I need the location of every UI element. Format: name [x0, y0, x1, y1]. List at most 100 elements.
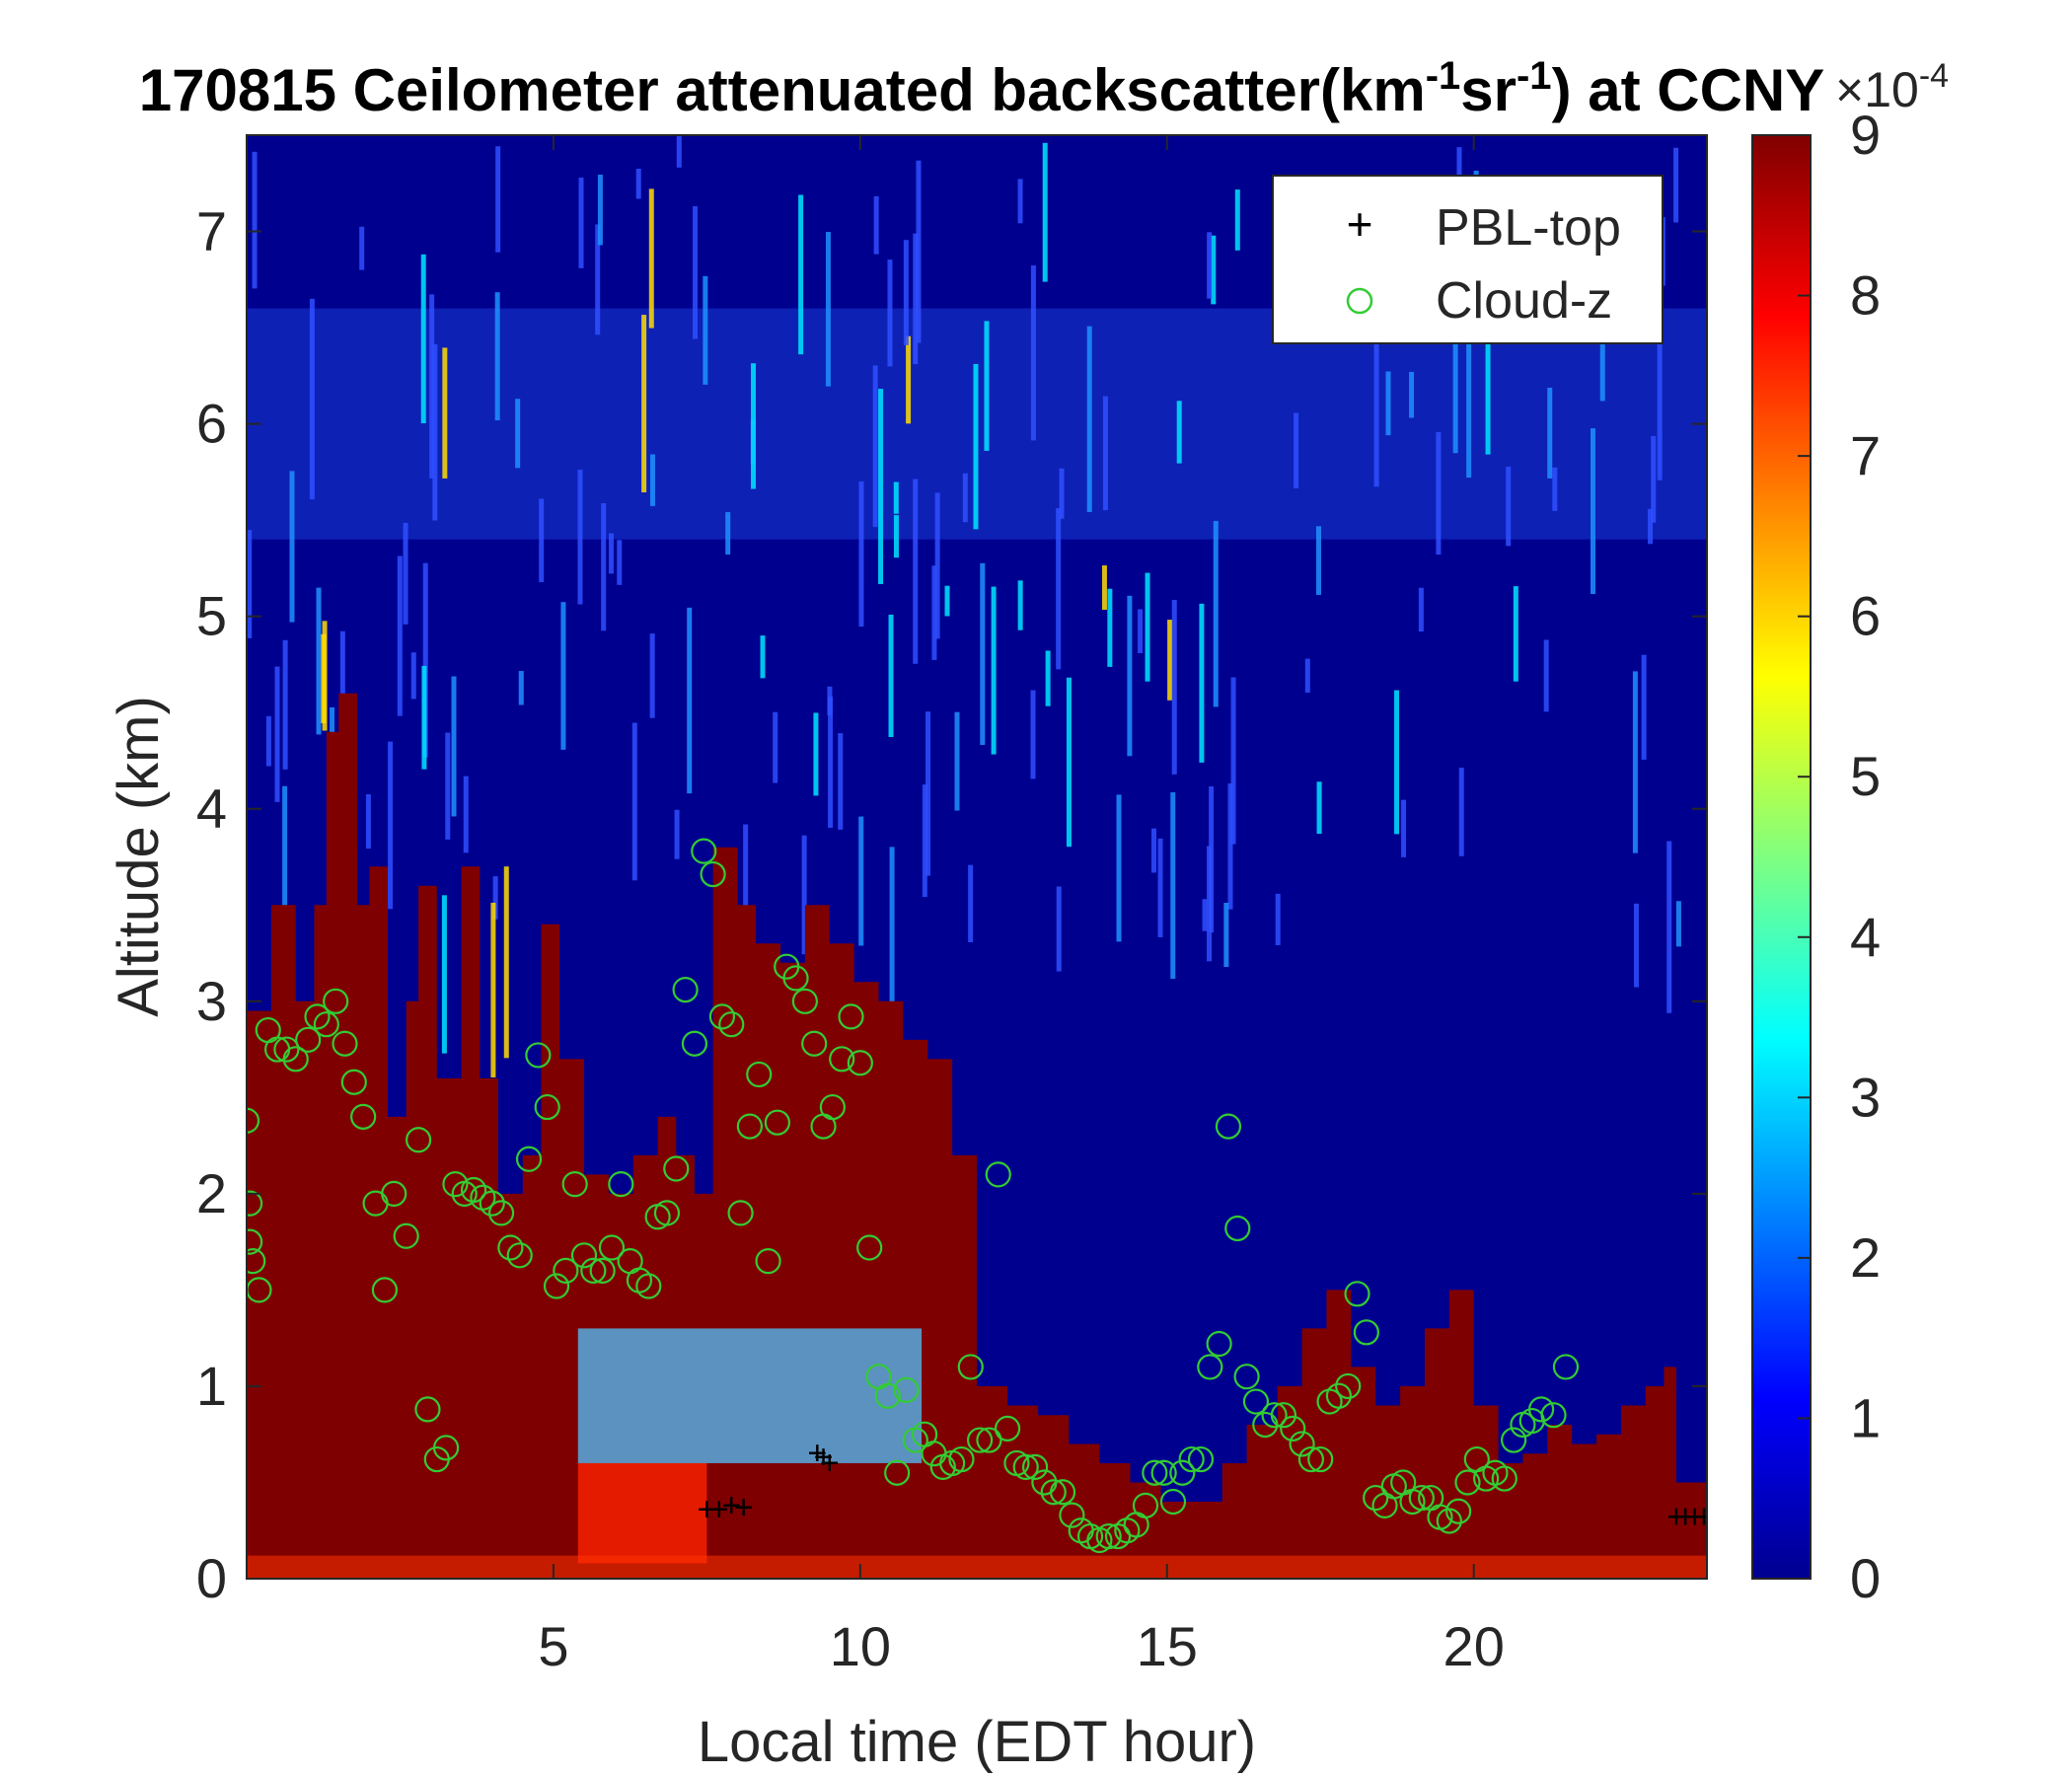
aerosol-streak	[1401, 799, 1407, 857]
colorbar-tick-label: 4	[1850, 906, 1881, 968]
aerosol-streak	[1651, 435, 1657, 523]
aerosol-streak	[893, 481, 899, 514]
aerosol-streak	[889, 847, 895, 1045]
aerosol-streak	[1394, 690, 1400, 835]
cloud-z-point	[1353, 1319, 1379, 1346]
aerosol-streak	[1409, 371, 1415, 418]
aerosol-streak	[962, 473, 968, 523]
colorbar-tick-label: 6	[1850, 585, 1881, 647]
aerosol-streak	[445, 732, 451, 840]
colorbar-exponent-label: ×10-4	[1835, 57, 1949, 117]
aerosol-streak	[309, 298, 315, 500]
cloud-z-point	[1012, 1453, 1039, 1480]
y-tick-label: 6	[196, 393, 227, 455]
aerosol-streak	[906, 335, 912, 424]
chart-title: 170815 Ceilometer attenuated backscatter…	[139, 54, 1825, 123]
cloud-z-point	[340, 1069, 367, 1095]
aerosol-streak	[1066, 677, 1072, 848]
aerosol-streak	[925, 711, 931, 876]
aerosol-streak	[1466, 330, 1472, 479]
aerosol-streak	[1042, 142, 1048, 282]
cloud-z-point	[681, 1030, 708, 1057]
cloud-z-point	[884, 1459, 911, 1486]
aerosol-streak	[872, 365, 878, 528]
aerosol-streak	[913, 233, 919, 365]
aerosol-streak	[422, 562, 428, 758]
aerosol-streak	[954, 711, 960, 811]
aerosol-streak	[1102, 396, 1108, 511]
aerosol-streak	[984, 321, 990, 451]
aerosol-streak	[421, 665, 427, 770]
aerosol-streak	[601, 503, 607, 631]
cloud-z-point	[1132, 1492, 1159, 1518]
cloud-z-point	[570, 1242, 598, 1269]
cloud-z-point	[1540, 1402, 1567, 1429]
cloud-z-point	[247, 1248, 266, 1275]
cloud-z-point	[515, 1146, 543, 1172]
aerosol-streak	[365, 794, 371, 850]
aerosol-streak	[1418, 587, 1424, 632]
cloud-z-point	[1224, 1215, 1251, 1242]
y-axis-label: Altitude (km)	[107, 696, 171, 1017]
aerosol-streak	[388, 741, 394, 910]
aerosol-streak	[608, 533, 614, 574]
x-tick-label: 15	[1137, 1615, 1198, 1677]
cloud-z-point	[247, 1107, 260, 1134]
surface-layer-highlight	[247, 1555, 1707, 1579]
aerosol-streak	[397, 555, 403, 716]
aerosol-streak	[1641, 654, 1647, 760]
colorbar-gradient	[1751, 134, 1812, 1580]
y-axis: 0 1 2 3 4 5 6 7	[196, 200, 1707, 1609]
cloud-z-point	[589, 1257, 616, 1284]
cloud-z-point	[829, 1046, 855, 1073]
cloud-z-point	[598, 1234, 626, 1261]
aerosol-streak	[492, 876, 498, 920]
aerosol-streak	[1138, 609, 1144, 653]
aerosol-streak	[441, 895, 447, 1054]
cloud-z-point	[1552, 1354, 1580, 1380]
plot-frame	[246, 134, 1708, 1580]
aerosol-streak	[282, 639, 288, 770]
aerosol-streak	[878, 389, 884, 585]
aerosol-streak	[1116, 794, 1122, 942]
cloud-z-point	[672, 976, 699, 1003]
marker-layer: ++++++++++++	[247, 318, 1714, 1554]
aerosol-streak	[1030, 265, 1036, 441]
aerosol-streak	[1385, 371, 1391, 436]
cloud-z-point	[801, 1030, 828, 1057]
aerosol-streak	[339, 630, 345, 701]
cloud-z-point	[700, 860, 726, 888]
cloud-z-point	[1021, 1453, 1049, 1480]
pbl-top-point: +	[734, 1489, 754, 1526]
cloud-z-point	[1280, 1415, 1306, 1442]
aerosol-streak	[1657, 290, 1663, 481]
aerosol-streak	[1458, 768, 1464, 856]
cloud-z-point	[1242, 1388, 1270, 1415]
cloud-z-point	[1187, 1445, 1215, 1473]
aerosol-streak	[858, 816, 864, 946]
aerosol-streak	[1547, 387, 1553, 479]
aerosol-streak	[1513, 586, 1518, 682]
aerosol-streak	[873, 195, 879, 255]
aerosol-streak	[595, 224, 601, 335]
aerosol-streak	[1101, 565, 1107, 611]
aerosol-streak	[973, 363, 979, 530]
aerosol-streak	[1157, 838, 1163, 937]
pbl-top-point: +	[1685, 1499, 1705, 1536]
x-axis-label: Local time (EDT hour)	[698, 1710, 1256, 1774]
colorbar-tick-label: 5	[1850, 745, 1881, 807]
cloud-z-point	[967, 1427, 994, 1453]
pbl-top-point: +	[807, 1435, 827, 1472]
cloud-z-point	[273, 1036, 300, 1063]
aerosol-streak	[1666, 841, 1672, 1013]
cloud-z-point	[976, 1427, 1002, 1453]
cloud-z-point	[1454, 1469, 1481, 1496]
aerosol-streak	[1017, 580, 1023, 630]
aerosol-streak	[282, 785, 288, 938]
aerosol-streak	[1059, 468, 1065, 519]
pbl-top-point: +	[1694, 1499, 1714, 1536]
cloud-z-point	[994, 1415, 1021, 1442]
aerosol-streak	[451, 676, 457, 817]
legend-box	[1272, 175, 1664, 344]
